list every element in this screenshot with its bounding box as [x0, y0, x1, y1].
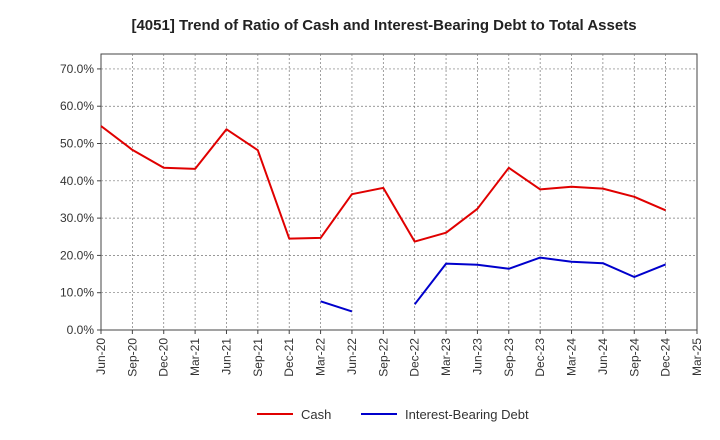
- x-tick-label: Mar-23: [439, 338, 453, 376]
- x-tick-label: Sep-23: [502, 338, 516, 377]
- y-tick-label: 0.0%: [67, 323, 95, 337]
- x-tick-label: Jun-22: [345, 338, 359, 375]
- chart-title: [4051] Trend of Ratio of Cash and Intere…: [131, 17, 636, 34]
- x-tick-label: Dec-22: [408, 338, 422, 377]
- x-tick-label: Sep-21: [251, 338, 265, 377]
- x-tick-label: Sep-20: [125, 338, 139, 377]
- x-tick-label: Mar-25: [690, 338, 704, 376]
- y-tick-label: 40.0%: [60, 174, 94, 188]
- series-line-interest-bearing-debt: [320, 300, 353, 313]
- x-tick-label: Dec-24: [659, 338, 673, 377]
- series-line-interest-bearing-debt: [413, 256, 666, 305]
- y-axis: 0.0% 10.0% 20.0% 30.0% 40.0% 50.0% 60.0% 70.0%: [60, 62, 101, 337]
- x-tick-label: Jun-21: [219, 338, 233, 375]
- x-tick-label: Dec-20: [157, 338, 171, 377]
- y-tick-label: 50.0%: [60, 137, 94, 151]
- x-tick-label: Sep-24: [627, 338, 641, 377]
- x-tick-label: Jun-23: [470, 338, 484, 375]
- x-tick-label: Jun-20: [94, 338, 108, 375]
- x-tick-label: Mar-22: [314, 338, 328, 376]
- legend-label-cash: Cash: [301, 407, 331, 422]
- x-tick-label: Sep-22: [376, 338, 390, 377]
- x-tick-label: Mar-21: [188, 338, 202, 376]
- series-line-cash: [100, 125, 666, 243]
- y-tick-label: 10.0%: [60, 286, 94, 300]
- x-tick-label: Jun-24: [596, 338, 610, 375]
- x-tick-label: Dec-21: [282, 338, 296, 377]
- y-tick-label: 20.0%: [60, 248, 94, 262]
- x-tick-label: Dec-23: [533, 338, 547, 377]
- y-tick-label: 70.0%: [60, 62, 94, 76]
- grid-lines: [101, 54, 697, 330]
- x-axis: Jun-20 Sep-20 Dec-20 Mar-21 Jun-21 Sep-21 Dec-…: [94, 330, 704, 377]
- series-lines: [100, 125, 666, 313]
- y-tick-label: 30.0%: [60, 211, 94, 225]
- legend-label-interest-bearing-debt: Interest-Bearing Debt: [405, 407, 529, 422]
- legend: Cash Interest-Bearing Debt: [257, 407, 529, 422]
- plot-area: [100, 53, 698, 331]
- y-tick-label: 60.0%: [60, 99, 94, 113]
- x-tick-label: Mar-24: [565, 338, 579, 376]
